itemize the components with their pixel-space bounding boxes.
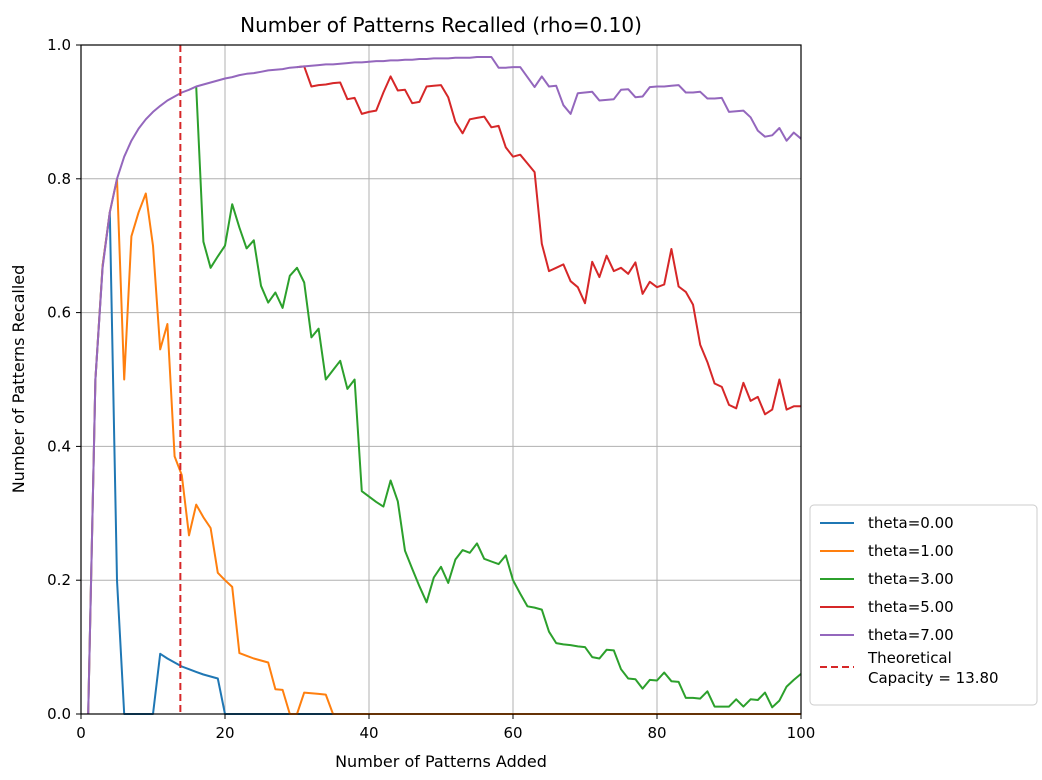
x-tick-label: 40 (359, 724, 378, 742)
legend-label: theta=5.00 (868, 598, 954, 616)
y-tick-label: 1.0 (47, 36, 71, 54)
series-line-theta-7-00 (87, 56, 802, 715)
plot-background (81, 45, 801, 714)
x-tick-label: 80 (647, 724, 666, 742)
chart-title: Number of Patterns Recalled (rho=0.10) (240, 13, 642, 37)
legend-label: theta=1.00 (868, 542, 954, 560)
legend-label: theta=0.00 (868, 514, 954, 532)
legend-label-vline-line2: Capacity = 13.80 (868, 669, 999, 687)
series-line-theta-5-00 (296, 65, 801, 416)
y-tick-label: 0.2 (47, 571, 71, 589)
x-axis-label: Number of Patterns Added (335, 752, 547, 771)
series-line-theta-3-00 (195, 86, 802, 709)
x-tick-label: 0 (76, 724, 86, 742)
y-tick-label: 0.4 (47, 437, 71, 455)
y-tick-label: 0.8 (47, 170, 71, 188)
y-tick-label: 0.6 (47, 304, 71, 322)
legend-label: theta=3.00 (868, 570, 954, 588)
legend-label-vline-line1: Theoretical (867, 649, 952, 667)
gridlines (80, 44, 802, 715)
x-tick-label: 100 (787, 724, 816, 742)
x-tick-label: 60 (503, 724, 522, 742)
legend-label: theta=7.00 (868, 626, 954, 644)
axes-frame (80, 44, 802, 715)
axis-ticks: 0 20 40 60 80 100 0.0 0.2 0.4 0.6 0.8 1.0 (47, 36, 815, 742)
legend: theta=0.00 theta=1.00 theta=3.00 theta=5.00… (809, 504, 1038, 706)
y-axis-label: Number of Patterns Recalled (9, 265, 28, 494)
axes-border (80, 44, 802, 715)
y-tick-label: 0.0 (47, 705, 71, 723)
x-tick-label: 20 (215, 724, 234, 742)
plot-area (81, 45, 801, 714)
legend-frame (809, 504, 1038, 706)
